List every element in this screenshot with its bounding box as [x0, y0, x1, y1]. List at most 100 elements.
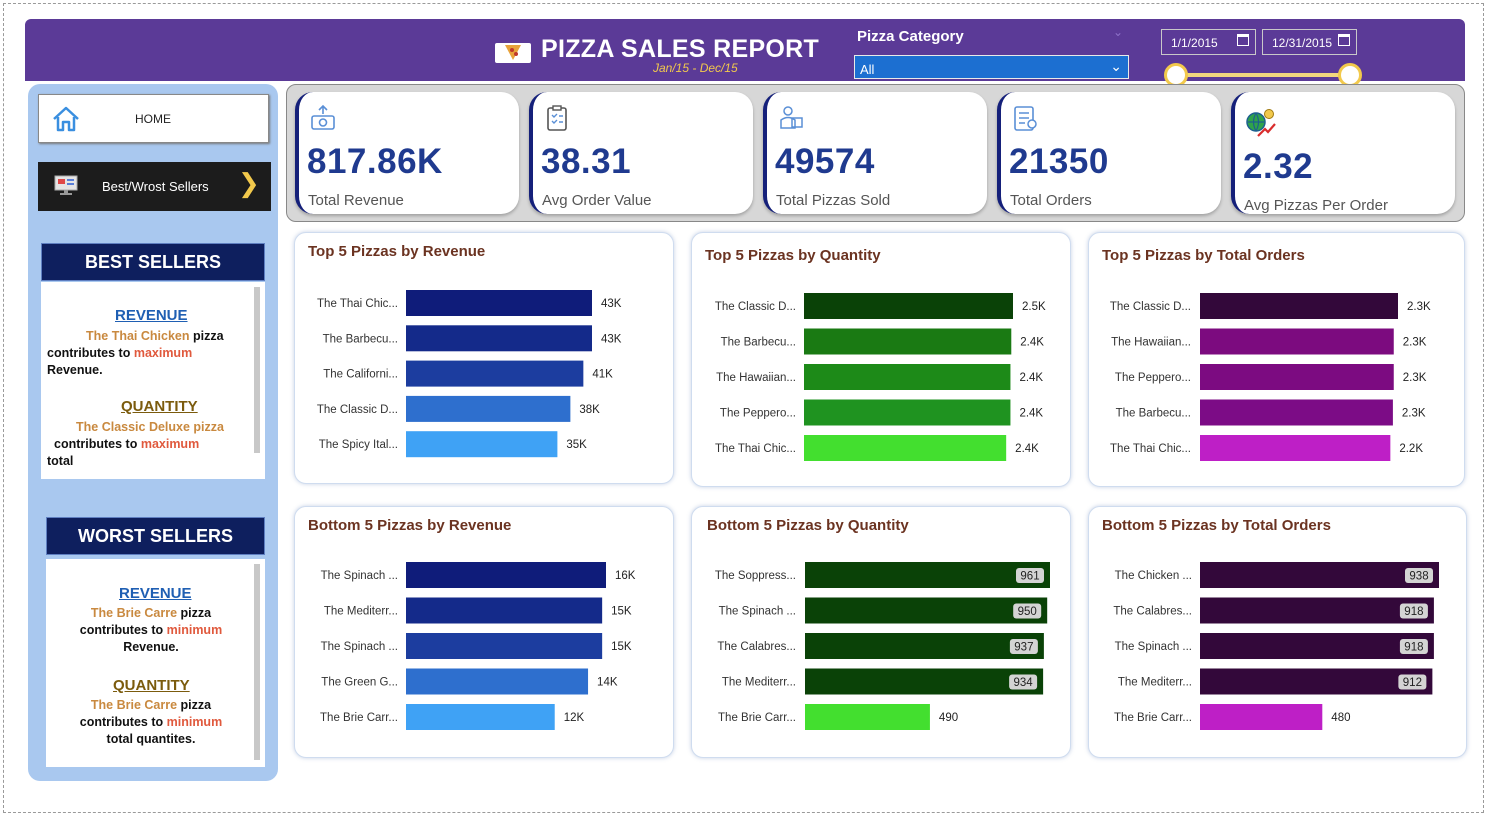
- bar[interactable]: [1200, 328, 1394, 355]
- data-label: 43K: [601, 333, 622, 345]
- worst-quantity-heading: QUANTITY: [113, 677, 190, 694]
- category-label: The Hawaiian...: [1111, 337, 1191, 349]
- data-label: 35K: [566, 439, 587, 451]
- worst-revenue-pizza: The Brie Carre: [90, 606, 178, 620]
- bar[interactable]: [406, 360, 584, 387]
- best-worst-sellers-button[interactable]: Best/Wrost Sellers ❯: [38, 162, 271, 211]
- bar[interactable]: [804, 328, 1012, 355]
- bar[interactable]: [804, 399, 1011, 426]
- chart-plot: The Spinach ... 16K The Mediterr... 15K The …: [320, 562, 636, 730]
- worst-revenue-word: pizza: [180, 606, 212, 620]
- bar[interactable]: [406, 597, 603, 624]
- delivery-icon: [780, 106, 803, 129]
- bar[interactable]: [804, 364, 1011, 390]
- bar[interactable]: [805, 704, 930, 730]
- data-label: 15K: [611, 641, 632, 653]
- bar[interactable]: [1200, 562, 1439, 588]
- page-subtitle: Jan/15 - Dec/15: [653, 61, 738, 75]
- date-start-input[interactable]: 1/1/2015: [1161, 29, 1256, 55]
- data-label: 2.4K: [1020, 337, 1044, 349]
- chart-bottom-orders[interactable]: Bottom 5 Pizzas by Total Orders The Chic…: [1088, 506, 1467, 758]
- bar[interactable]: [1200, 399, 1393, 426]
- data-label: 918: [1404, 606, 1423, 618]
- data-label: 12K: [564, 712, 585, 724]
- pizza-category-value: All: [860, 62, 875, 77]
- best-revenue-word: pizza: [192, 329, 224, 343]
- kpi-strip: 817.86K Total Revenue 38.31 Avg Order Va…: [286, 84, 1465, 222]
- chart-bottom-revenue[interactable]: Bottom 5 Pizzas by Revenue The Spinach .…: [294, 506, 674, 758]
- kpi-label: Total Pizzas Sold: [776, 192, 891, 209]
- best-sellers-text-box[interactable]: REVENUE The Thai Chicken pizza contribut…: [41, 282, 265, 479]
- category-label: The Californi...: [323, 369, 398, 381]
- bar[interactable]: [805, 562, 1050, 588]
- kpi-value: 38.31: [541, 142, 632, 181]
- kpi-label: Total Revenue: [308, 192, 404, 209]
- category-label: The Classic D...: [1110, 301, 1191, 313]
- bar[interactable]: [1200, 435, 1391, 461]
- bar[interactable]: [406, 395, 571, 422]
- scrollbar[interactable]: [254, 287, 260, 453]
- category-label: The Mediterr...: [324, 606, 398, 618]
- chart-plot: The Classic D... 2.5K The Barbecu... 2.4K Th…: [715, 293, 1046, 461]
- best-quantity-pizza: The Classic Deluxe pizza: [76, 420, 224, 434]
- chevron-down-icon: ⌄: [1113, 25, 1124, 39]
- kpi-card-total-revenue: 817.86K Total Revenue: [295, 92, 519, 214]
- data-label-background: [1405, 568, 1433, 583]
- category-label: The Classic D...: [317, 404, 398, 416]
- bar[interactable]: [1200, 633, 1434, 659]
- pizza-category-label: Pizza Category: [857, 28, 964, 45]
- kpi-card-total-orders: 21350 Total Orders: [997, 92, 1221, 214]
- bar[interactable]: [406, 704, 555, 730]
- bar[interactable]: [804, 435, 1007, 461]
- bar[interactable]: [406, 325, 592, 352]
- bar[interactable]: [1200, 704, 1323, 730]
- data-label-background: [1013, 603, 1042, 619]
- order-list-icon: [1014, 106, 1037, 131]
- chart-title: Top 5 Pizzas by Quantity: [705, 247, 881, 264]
- bar[interactable]: [1200, 597, 1434, 624]
- data-label: 2.4K: [1019, 372, 1043, 384]
- calendar-icon[interactable]: [1237, 34, 1249, 46]
- chart-top-quantity[interactable]: Top 5 Pizzas by Quantity The Classic D..…: [691, 232, 1071, 487]
- category-label: The Spicy Ital...: [319, 439, 398, 451]
- kpi-card-avg-order-value: 38.31 Avg Order Value: [529, 92, 753, 214]
- category-label: The Hawaiian...: [716, 372, 796, 384]
- chart-title: Bottom 5 Pizzas by Total Orders: [1102, 517, 1331, 534]
- calendar-icon[interactable]: [1338, 34, 1350, 46]
- date-range-slider-track[interactable]: [1176, 73, 1350, 77]
- data-label: 2.3K: [1403, 372, 1427, 384]
- worst-revenue-text: The Brie Carre pizza contributes to mini…: [46, 605, 256, 656]
- worst-revenue-heading: REVENUE: [119, 585, 192, 602]
- chart-plot: The Soppress... 961 The Spinach ... 950 The …: [715, 562, 1050, 730]
- kpi-label: Total Orders: [1010, 192, 1092, 209]
- bar[interactable]: [804, 293, 1013, 319]
- data-label: 912: [1403, 677, 1422, 689]
- home-button[interactable]: HOME: [38, 94, 269, 143]
- date-end-input[interactable]: 12/31/2015: [1262, 29, 1357, 55]
- bar[interactable]: [406, 562, 606, 588]
- bar[interactable]: [1200, 293, 1398, 319]
- data-label: 2.3K: [1403, 337, 1427, 349]
- bar[interactable]: [805, 633, 1044, 659]
- data-label: 2.3K: [1402, 408, 1426, 420]
- chart-top-revenue[interactable]: Top 5 Pizzas by Revenue The Thai Chic...…: [294, 232, 674, 484]
- bar[interactable]: [805, 668, 1044, 695]
- pizza-icon: [495, 43, 531, 63]
- category-label: The Mediterr...: [722, 677, 796, 689]
- bar[interactable]: [406, 431, 558, 458]
- chart-bottom-quantity[interactable]: Bottom 5 Pizzas by Quantity The Soppress…: [691, 506, 1071, 758]
- bar[interactable]: [805, 597, 1048, 624]
- bar[interactable]: [1200, 364, 1394, 390]
- category-label: The Barbecu...: [721, 337, 796, 349]
- kpi-value: 2.32: [1243, 147, 1314, 186]
- bar[interactable]: [1200, 668, 1433, 695]
- scrollbar[interactable]: [254, 564, 260, 760]
- chart-top-orders[interactable]: Top 5 Pizzas by Total Orders The Classic…: [1088, 232, 1465, 487]
- home-icon: [53, 106, 79, 132]
- worst-sellers-text-box[interactable]: REVENUE The Brie Carre pizza contributes…: [46, 559, 265, 767]
- bar[interactable]: [406, 633, 603, 659]
- bar[interactable]: [406, 290, 592, 316]
- bar[interactable]: [406, 668, 589, 695]
- data-label: 490: [939, 712, 958, 724]
- pizza-category-dropdown[interactable]: All ⌄: [854, 55, 1129, 79]
